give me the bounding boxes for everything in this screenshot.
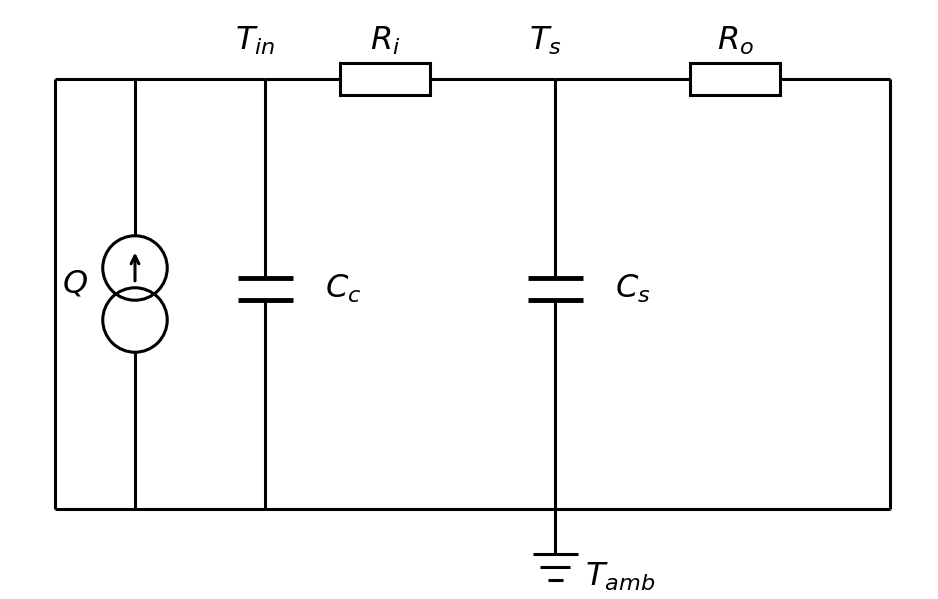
Text: $C_c$: $C_c$ (325, 273, 361, 305)
Text: $T_s$: $T_s$ (529, 25, 561, 57)
Text: $R_i$: $R_i$ (370, 25, 401, 57)
Bar (340, 63, 430, 95)
Text: $T_{in}$: $T_{in}$ (234, 25, 275, 57)
Text: $R_o$: $R_o$ (717, 25, 753, 57)
Text: $T_{amb}$: $T_{amb}$ (585, 561, 656, 593)
Text: $C_s$: $C_s$ (615, 273, 651, 305)
Text: $Q$: $Q$ (62, 268, 88, 300)
Bar (690, 63, 780, 95)
